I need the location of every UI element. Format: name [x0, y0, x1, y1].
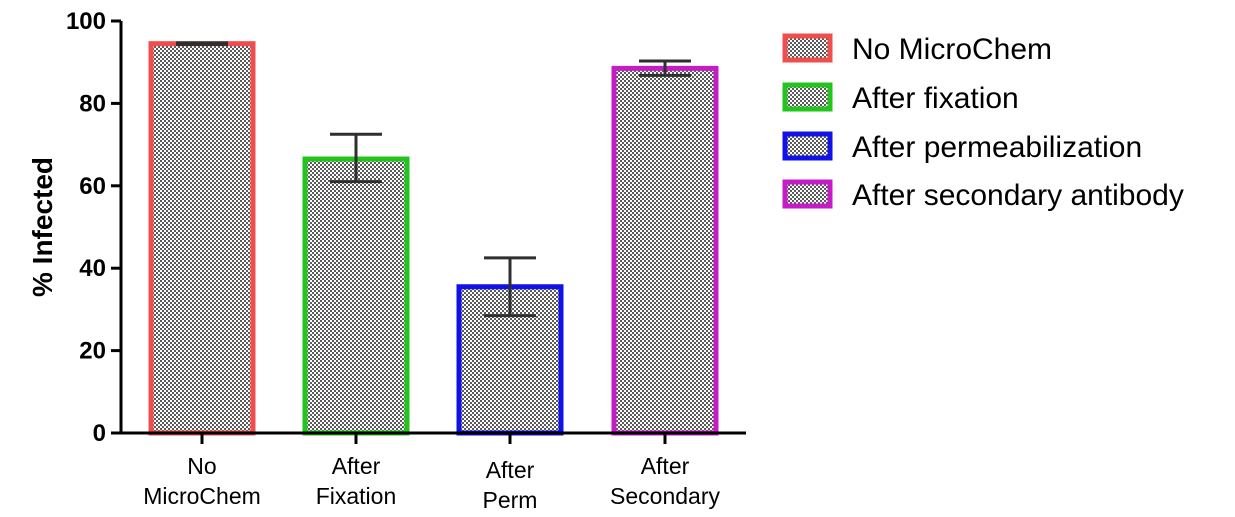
legend-item-2: After fixation: [782, 82, 1019, 115]
bar-2: [302, 156, 410, 436]
legend-label: After fixation: [852, 82, 1019, 115]
error-bar-4: [639, 59, 691, 77]
legend-item-1: No MicroChem: [782, 33, 1052, 66]
legend-label: No MicroChem: [852, 33, 1052, 66]
legend-swatch: [782, 33, 833, 63]
legend-label: After secondary antibody: [852, 179, 1184, 212]
x-tick-label: No: [187, 453, 216, 479]
legend-swatch: [782, 131, 833, 161]
error-bar-1: [176, 41, 228, 46]
legend-item-3: After permeabilization: [782, 131, 1142, 164]
x-tick-label: After: [332, 453, 381, 479]
x-tick-label: MicroChem: [143, 483, 261, 509]
legend-swatch: [782, 82, 833, 112]
bar-4: [611, 65, 719, 436]
x-tick-label: Secondary: [610, 483, 720, 509]
y-tick-label: 100: [66, 8, 106, 35]
legend: No MicroChem After fixation After permeabi…: [782, 33, 1184, 212]
legend-item-4: After secondary antibody: [782, 179, 1184, 212]
bar-1: [148, 41, 256, 436]
x-tick-label: Perm: [483, 487, 538, 513]
y-tick-label: 20: [79, 338, 106, 365]
y-tick-label: 0: [93, 420, 106, 447]
legend-label: After permeabilization: [852, 131, 1142, 164]
bars-layer: [148, 41, 719, 436]
x-tick-label: After: [641, 453, 690, 479]
y-tick-label: 40: [79, 255, 106, 282]
y-tick-label: 60: [79, 173, 106, 200]
legend-swatch: [782, 179, 833, 209]
error-bar-2: [330, 132, 382, 184]
axes-layer: 0 20 40 60 80 100 No MicroChem After Fixation Afte…: [66, 8, 746, 513]
error-bar-3: [484, 256, 536, 318]
y-tick-label: 80: [79, 90, 106, 117]
x-tick-label: After: [486, 457, 535, 483]
x-tick-label: Fixation: [316, 483, 397, 509]
y-axis-title: % Infected: [27, 157, 58, 297]
